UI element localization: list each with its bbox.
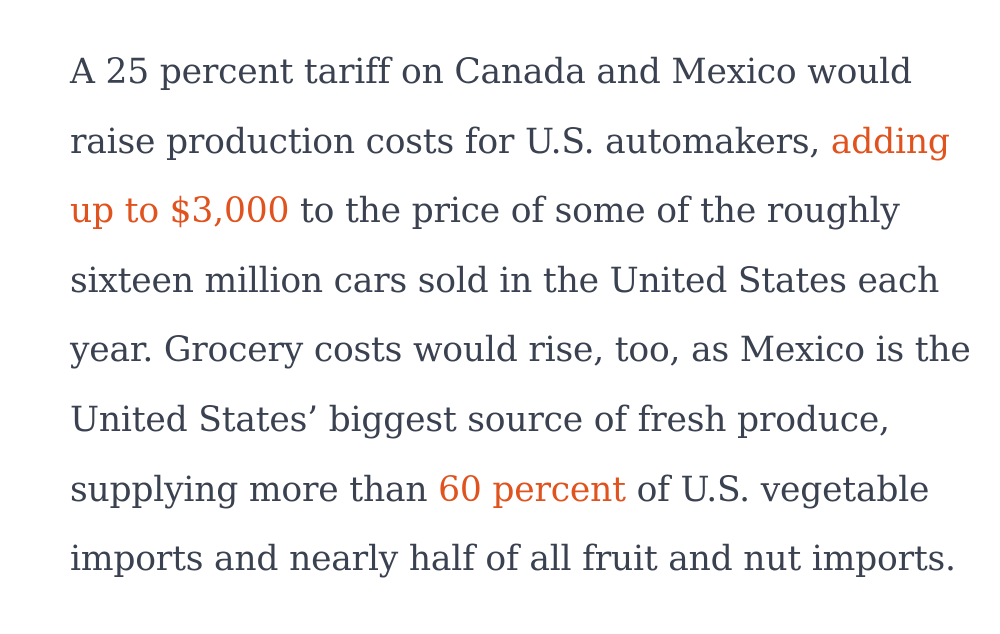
paragraph-line: raise production costs for U.S. automake… xyxy=(70,108,950,178)
text-segment: sixteen million cars sold in the United … xyxy=(70,260,940,301)
text-segment: year. Grocery costs would rise, too, as … xyxy=(70,330,971,371)
paragraph-line: supplying more than 60 percent of U.S. v… xyxy=(70,456,950,526)
paragraph-line: year. Grocery costs would rise, too, as … xyxy=(70,316,971,386)
text-segment: to the price of some of the roughly xyxy=(289,191,900,232)
paragraph-line: up to $3,000 to the price of some of the… xyxy=(70,177,950,247)
text-segment: United States’ biggest source of fresh p… xyxy=(70,399,890,440)
article-paragraph: A 25 percent tariff on Canada and Mexico… xyxy=(70,38,971,595)
paragraph-line: imports and nearly half of all fruit and… xyxy=(70,525,956,595)
inline-link-adding-up-to-3000[interactable]: adding xyxy=(830,121,950,162)
text-segment: of U.S. vegetable xyxy=(625,469,930,510)
paragraph-line: United States’ biggest source of fresh p… xyxy=(70,386,950,456)
paragraph-line: sixteen million cars sold in the United … xyxy=(70,247,950,317)
paragraph-line: A 25 percent tariff on Canada and Mexico… xyxy=(70,38,950,108)
text-segment: raise production costs for U.S. automake… xyxy=(70,121,831,162)
text-segment: imports and nearly half of all fruit and… xyxy=(70,539,956,580)
inline-link-60-percent[interactable]: 60 percent xyxy=(438,469,626,510)
text-segment: supplying more than xyxy=(70,469,439,510)
inline-link-adding-up-to-3000[interactable]: up to $3,000 xyxy=(70,191,290,232)
text-segment: A 25 percent tariff on Canada and Mexico… xyxy=(70,52,912,92)
